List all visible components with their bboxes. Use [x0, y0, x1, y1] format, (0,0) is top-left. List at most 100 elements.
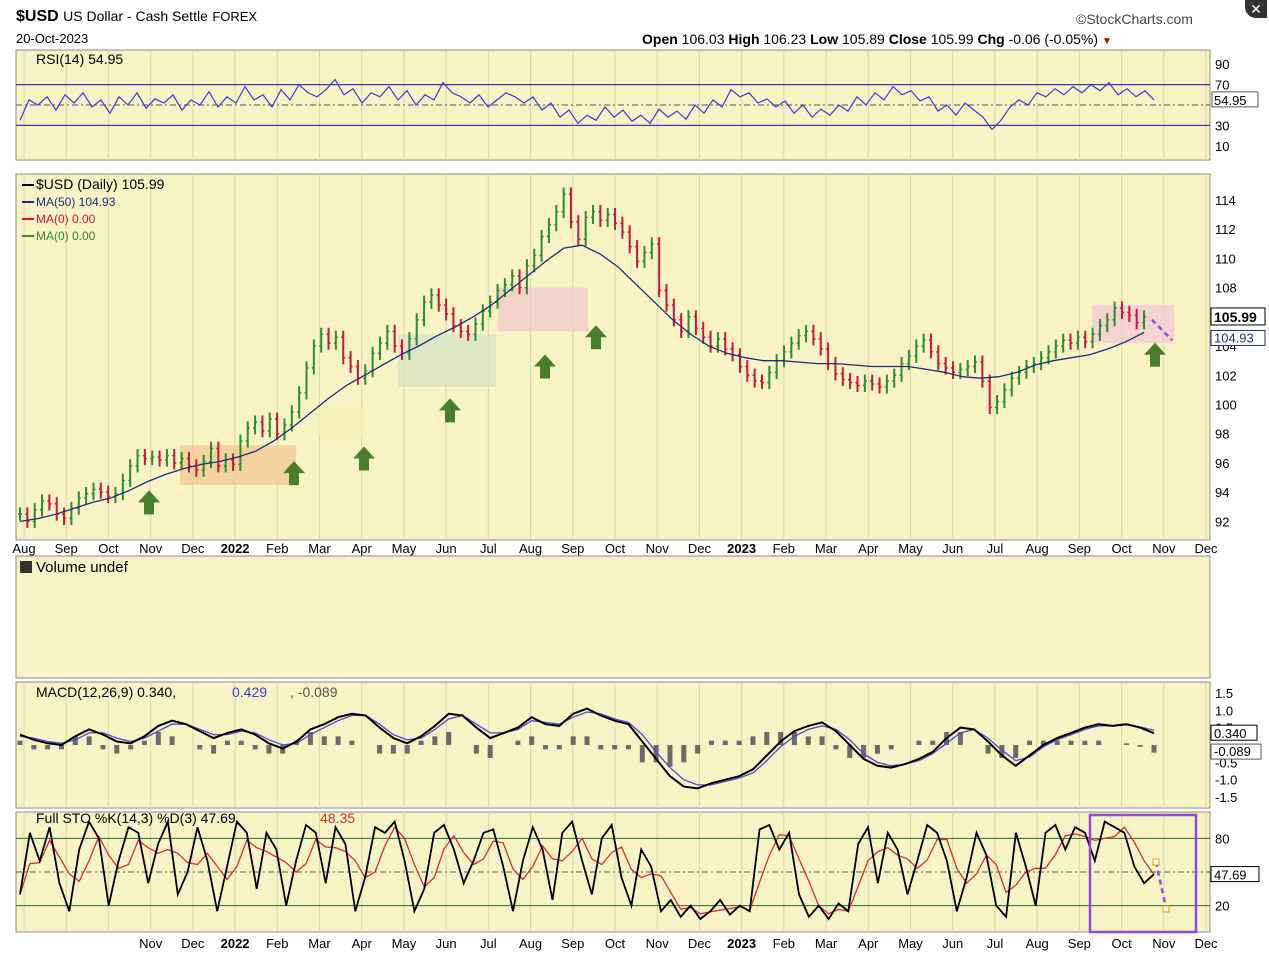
- price-legend-label: MA(0) 0.00: [36, 212, 96, 226]
- macd-histogram-bar: [17, 740, 23, 745]
- x-tick-label: Jun: [942, 541, 963, 556]
- green-up-arrow-icon: [353, 446, 375, 471]
- x-tick-label-bottom: Jul: [480, 936, 497, 951]
- green-up-arrow-icon: [138, 490, 160, 515]
- panel-price: [15, 173, 1211, 541]
- macd-histogram-bar: [1027, 740, 1033, 745]
- chg-value: -0.06 (-0.05%): [1008, 31, 1099, 47]
- macd-y-tick: -1.5: [1215, 790, 1237, 805]
- price-legend-label: MA(50) 104.93: [36, 195, 116, 209]
- x-tick-label-bottom: 2022: [221, 936, 250, 951]
- macd-histogram-bar: [957, 731, 963, 745]
- macd-histogram-bar: [238, 740, 244, 745]
- macd-histogram-bar: [211, 745, 217, 754]
- macd-histogram-bar: [695, 745, 701, 754]
- macd-histogram-bar: [639, 745, 645, 763]
- macd-y-tick: -1.0: [1215, 773, 1237, 788]
- x-tick-label: May: [898, 541, 923, 556]
- macd-histogram-bar: [778, 731, 784, 745]
- macd-histogram-bar: [418, 740, 424, 745]
- macd-histogram-bar: [653, 745, 659, 763]
- sto-y-tick: 20: [1215, 899, 1229, 914]
- macd-hist-value: , -0.089: [290, 684, 338, 700]
- macd-histogram-bar: [72, 736, 78, 745]
- x-tick-label: 2023: [727, 541, 756, 556]
- last-price-label: 105.99: [1214, 309, 1257, 325]
- low-label: Low: [810, 31, 839, 47]
- x-tick-label: Apr: [352, 541, 373, 556]
- x-tick-label-bottom: Mar: [815, 936, 838, 951]
- rsi-line: [19, 78, 1155, 131]
- chart-date: 20-Oct-2023: [16, 31, 89, 46]
- brand-label[interactable]: ©StockCharts.com: [1076, 11, 1193, 27]
- open-value: 106.03: [681, 31, 725, 47]
- macd-histogram-bar: [141, 740, 147, 745]
- low-value: 105.89: [842, 31, 885, 47]
- x-tick-label: Feb: [773, 541, 795, 556]
- macd-histogram-bar: [722, 740, 728, 745]
- x-tick-label-bottom: Aug: [1026, 936, 1049, 951]
- x-tick-label: Mar: [815, 541, 838, 556]
- x-tick-label: 2022: [221, 541, 250, 556]
- x-tick-label: Mar: [308, 541, 331, 556]
- green-up-arrow-icon: [585, 325, 607, 350]
- macd-histogram-bar: [1040, 740, 1046, 745]
- macd-hist-tag: [1210, 743, 1262, 760]
- macd-histogram-bar: [667, 745, 673, 767]
- x-tick-label-bottom: Dec: [181, 936, 205, 951]
- x-tick-label: Dec: [688, 541, 712, 556]
- x-tick-label-bottom: Nov: [139, 936, 163, 951]
- price-y-tick: 94: [1215, 485, 1229, 500]
- green-up-arrow-icon: [1144, 342, 1166, 367]
- macd-histogram-bar: [169, 736, 175, 745]
- macd-histogram-bar: [432, 736, 438, 745]
- macd-y-tick: 1.5: [1215, 686, 1233, 701]
- macd-histogram-bar: [390, 745, 396, 754]
- macd-histogram-bar: [224, 740, 230, 745]
- x-tick-label: Dec: [1194, 541, 1218, 556]
- macd-histogram-bar: [155, 731, 161, 745]
- sto-d-value: 48.35: [320, 810, 355, 826]
- rsi-y-tick: 90: [1215, 57, 1229, 72]
- sto-highlight-box: [1088, 813, 1198, 934]
- macd-signal-line: [19, 711, 1155, 786]
- green-up-arrow-icon: [283, 461, 305, 486]
- macd-histogram-bar: [625, 745, 631, 750]
- x-tick-label: Oct: [1111, 541, 1132, 556]
- shaded-box: [398, 334, 496, 387]
- close-x-icon[interactable]: ✕: [1245, 0, 1267, 18]
- macd-line: [19, 707, 1155, 790]
- macd-histogram-bar: [612, 745, 618, 750]
- x-tick-label: Jul: [987, 541, 1004, 556]
- macd-histogram-bar: [598, 745, 604, 750]
- volume-bars-icon: [20, 561, 32, 573]
- price-y-tick: 102: [1215, 368, 1237, 383]
- macd-histogram-bar: [128, 745, 134, 750]
- macd-histogram-bar: [708, 740, 714, 745]
- price-y-tick: 92: [1215, 514, 1229, 529]
- sto-tag-label: 47.69: [1214, 868, 1247, 883]
- macd-histogram-bar: [791, 731, 797, 745]
- x-tick-label: Sep: [1068, 541, 1091, 556]
- macd-histogram-bar: [681, 745, 687, 763]
- x-tick-label-bottom: Oct: [1111, 936, 1132, 951]
- macd-histogram-bar: [736, 740, 742, 745]
- macd-histogram-bar: [1013, 745, 1019, 759]
- price-y-tick: 114: [1215, 193, 1236, 208]
- sto-tag: [1210, 866, 1260, 883]
- sto-title: Full STO %K(14,3) %D(3) 47.69,: [36, 810, 240, 826]
- macd-histogram-bar: [114, 745, 120, 754]
- x-tick-label: Nov: [646, 541, 670, 556]
- macd-histogram-bar: [1068, 740, 1074, 745]
- macd-histogram-bar: [543, 745, 549, 750]
- x-tick-label: May: [392, 541, 417, 556]
- ohlc-readout: Open 106.03 High 106.23 Low 105.89 Close…: [642, 31, 1112, 47]
- macd-histogram-bar: [764, 731, 770, 745]
- macd-histogram-bar: [1054, 740, 1060, 745]
- macd-histogram-bar: [556, 745, 562, 750]
- x-tick-label-bottom: Jun: [942, 936, 963, 951]
- macd-histogram-bar: [377, 745, 383, 754]
- x-tick-label-bottom: Sep: [561, 936, 584, 951]
- macd-histogram-bar: [750, 736, 756, 745]
